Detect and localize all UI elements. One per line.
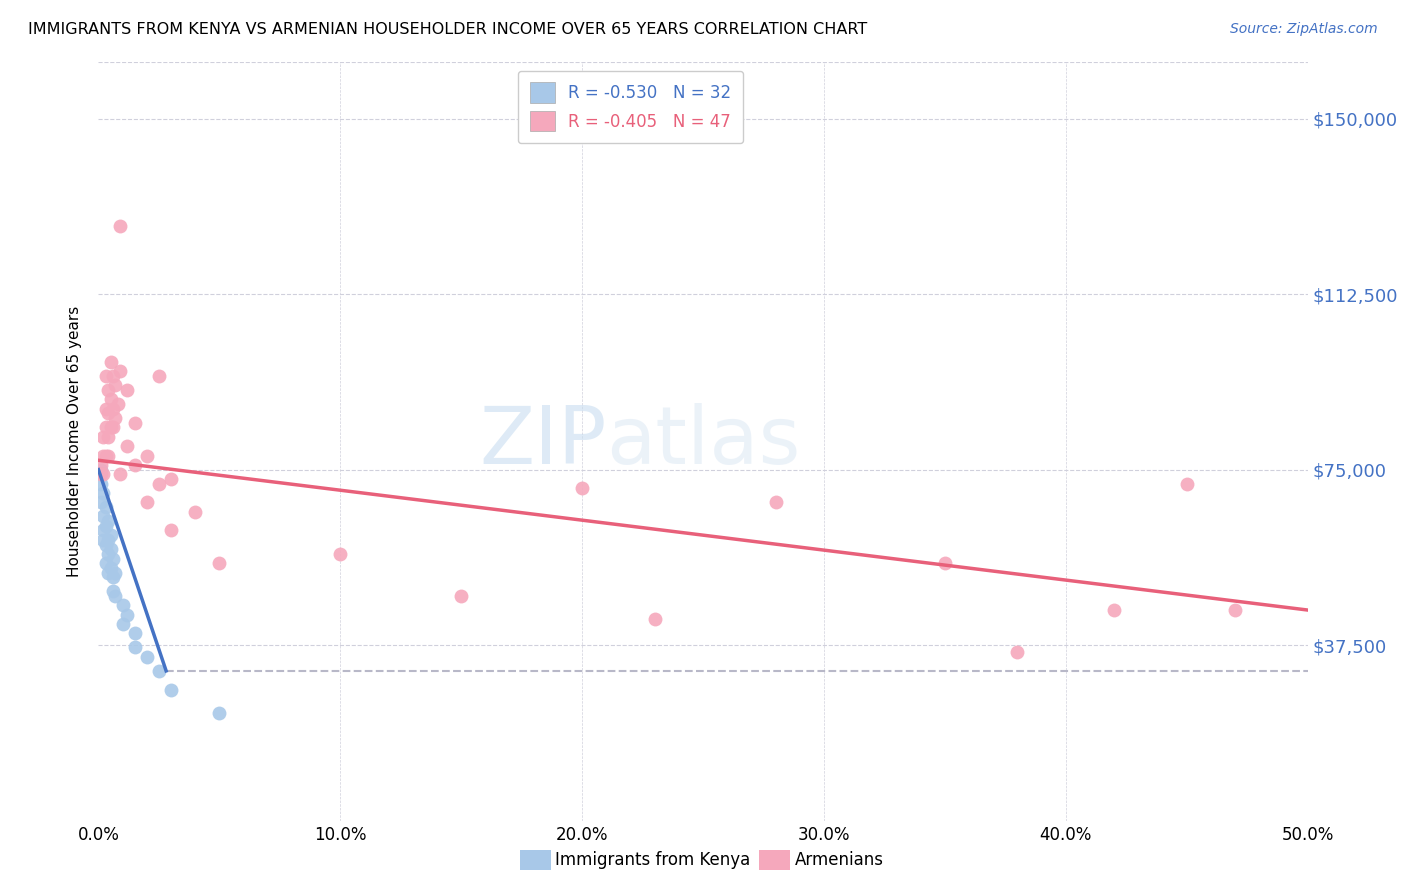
Point: [644, 612, 666, 626]
Point: [97, 547, 120, 561]
Point: [101, 584, 124, 599]
Point: [108, 467, 131, 482]
Point: [124, 416, 146, 430]
Text: Immigrants from Kenya: Immigrants from Kenya: [555, 851, 751, 869]
Point: [124, 640, 146, 655]
Point: [184, 505, 207, 519]
Point: [100, 542, 122, 557]
Point: [111, 599, 134, 613]
Y-axis label: Householder Income Over 65 years: Householder Income Over 65 years: [67, 306, 83, 577]
Point: [94, 401, 117, 416]
Point: [117, 607, 139, 622]
Point: [765, 495, 787, 509]
Text: IMMIGRANTS FROM KENYA VS ARMENIAN HOUSEHOLDER INCOME OVER 65 YEARS CORRELATION C: IMMIGRANTS FROM KENYA VS ARMENIAN HOUSEH…: [28, 22, 868, 37]
Point: [100, 561, 122, 575]
Point: [117, 439, 139, 453]
Point: [571, 481, 593, 495]
Text: ZIP: ZIP: [479, 402, 606, 481]
Point: [208, 556, 231, 570]
Point: [101, 420, 124, 434]
Point: [100, 355, 122, 369]
Point: [97, 383, 120, 397]
Point: [101, 551, 124, 566]
Point: [90, 495, 112, 509]
Point: [107, 397, 129, 411]
Point: [101, 369, 124, 384]
Legend: R = -0.530   N = 32, R = -0.405   N = 47: R = -0.530 N = 32, R = -0.405 N = 47: [517, 70, 742, 143]
Point: [117, 383, 139, 397]
Point: [108, 219, 131, 234]
Point: [934, 556, 956, 570]
Point: [124, 458, 146, 472]
Point: [100, 528, 122, 542]
Point: [91, 467, 114, 482]
Point: [97, 449, 120, 463]
Point: [91, 509, 114, 524]
Point: [91, 430, 114, 444]
Point: [97, 407, 120, 421]
Point: [148, 476, 170, 491]
Point: [101, 570, 124, 584]
Point: [104, 378, 127, 392]
Point: [1223, 603, 1246, 617]
Point: [450, 589, 472, 603]
Text: atlas: atlas: [606, 402, 800, 481]
Point: [90, 462, 112, 476]
Point: [91, 524, 114, 538]
Point: [148, 369, 170, 384]
Point: [97, 533, 120, 547]
Point: [100, 420, 122, 434]
Point: [104, 411, 127, 425]
Text: Armenians: Armenians: [794, 851, 883, 869]
Point: [1175, 476, 1198, 491]
Point: [97, 566, 120, 580]
Point: [97, 430, 120, 444]
Point: [94, 500, 117, 514]
Point: [94, 449, 117, 463]
Point: [135, 649, 157, 664]
Point: [94, 556, 117, 570]
Point: [1102, 603, 1125, 617]
Point: [94, 369, 117, 384]
Point: [91, 449, 114, 463]
Point: [329, 547, 352, 561]
Point: [90, 458, 112, 472]
Point: [104, 566, 127, 580]
Point: [90, 476, 112, 491]
Point: [148, 664, 170, 678]
Point: [94, 420, 117, 434]
Point: [1007, 645, 1029, 659]
Point: [160, 472, 183, 486]
Point: [94, 537, 117, 551]
Point: [100, 392, 122, 407]
Point: [160, 524, 183, 538]
Point: [90, 467, 112, 482]
Point: [94, 518, 117, 533]
Point: [111, 617, 134, 632]
Point: [108, 364, 131, 378]
Point: [208, 706, 231, 720]
Point: [135, 495, 157, 509]
Point: [104, 589, 127, 603]
Point: [124, 626, 146, 640]
Point: [135, 449, 157, 463]
Point: [97, 514, 120, 528]
Point: [160, 682, 183, 697]
Point: [91, 486, 114, 500]
Text: Source: ZipAtlas.com: Source: ZipAtlas.com: [1230, 22, 1378, 37]
Point: [91, 533, 114, 547]
Point: [101, 401, 124, 416]
